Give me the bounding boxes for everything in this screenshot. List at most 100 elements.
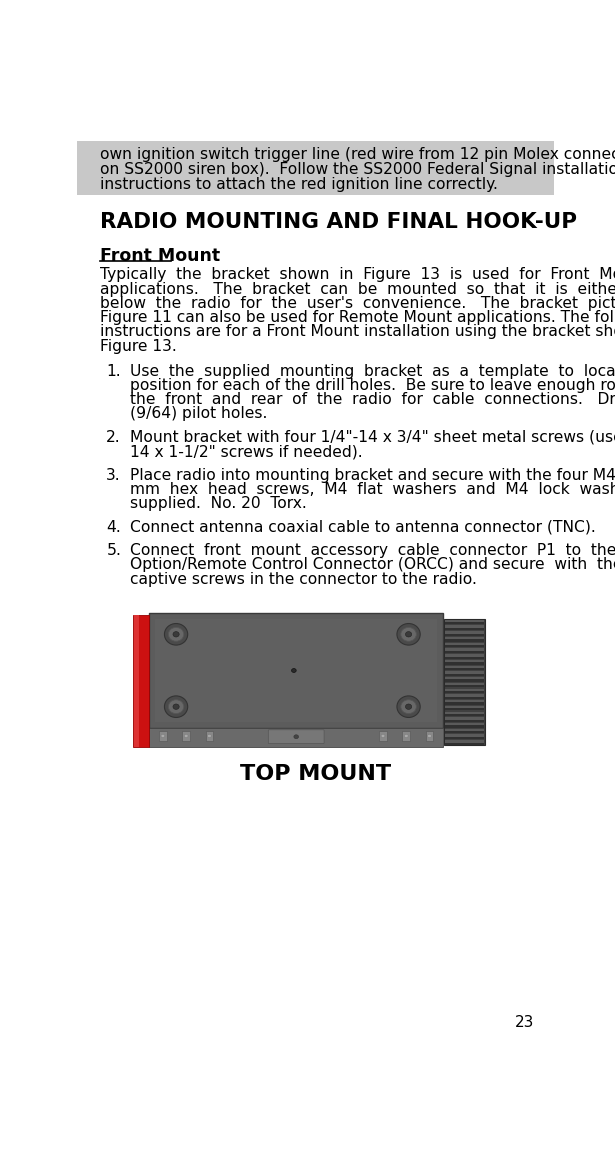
Ellipse shape: [184, 734, 188, 737]
Bar: [445, 717, 484, 721]
Ellipse shape: [207, 734, 212, 737]
Bar: [133, 615, 149, 747]
Bar: [445, 740, 484, 743]
Ellipse shape: [401, 700, 416, 714]
Text: supplied.  No. 20  Torx.: supplied. No. 20 Torx.: [130, 496, 306, 512]
Text: mm  hex  head  screws,  M4  flat  washers  and  M4  lock  washers: mm hex head screws, M4 flat washers and …: [130, 482, 615, 496]
Bar: [426, 731, 434, 741]
Bar: [444, 619, 485, 746]
Bar: [445, 656, 484, 659]
Bar: [445, 632, 484, 634]
Bar: [445, 671, 484, 675]
Text: Figure 11 can also be used for Remote Mount applications. The following: Figure 11 can also be used for Remote Mo…: [100, 310, 615, 325]
Ellipse shape: [161, 734, 165, 737]
Text: instructions are for a Front Mount installation using the bracket shown in: instructions are for a Front Mount insta…: [100, 325, 615, 340]
Bar: [445, 677, 484, 680]
Bar: [445, 634, 484, 636]
Ellipse shape: [397, 696, 420, 717]
Ellipse shape: [381, 734, 385, 737]
Bar: [445, 729, 484, 731]
Text: Connect  front  mount  accessory  cable  connector  P1  to  the: Connect front mount accessory cable conn…: [130, 543, 615, 559]
Ellipse shape: [169, 627, 184, 641]
Bar: [182, 731, 190, 741]
Bar: [445, 711, 484, 715]
Text: below  the  radio  for  the  user's  convenience.   The  bracket  pictured  in: below the radio for the user's convenien…: [100, 296, 615, 310]
Bar: [445, 644, 484, 647]
Bar: [77, 141, 554, 195]
Bar: [149, 728, 443, 747]
Bar: [445, 731, 484, 734]
Text: on SS2000 siren box).  Follow the SS2000 Federal Signal installation: on SS2000 siren box). Follow the SS2000 …: [100, 162, 615, 178]
Bar: [445, 706, 484, 709]
Ellipse shape: [173, 704, 179, 709]
Text: captive screws in the connector to the radio.: captive screws in the connector to the r…: [130, 572, 477, 587]
Text: RADIO MOUNTING AND FINAL HOOK-UP: RADIO MOUNTING AND FINAL HOOK-UP: [100, 212, 577, 232]
Bar: [445, 714, 484, 716]
Bar: [445, 640, 484, 642]
Text: 4.: 4.: [106, 520, 121, 535]
Bar: [445, 680, 484, 682]
Bar: [445, 668, 484, 670]
Bar: [445, 694, 484, 697]
Bar: [445, 650, 484, 653]
Ellipse shape: [173, 632, 179, 637]
Text: 3.: 3.: [106, 468, 121, 482]
Bar: [445, 648, 484, 652]
Text: 5.: 5.: [106, 543, 121, 559]
FancyBboxPatch shape: [268, 730, 324, 743]
Bar: [402, 731, 410, 741]
Ellipse shape: [169, 700, 184, 714]
Text: (9/64) pilot holes.: (9/64) pilot holes.: [130, 407, 267, 421]
Bar: [445, 620, 484, 623]
Text: Option/Remote Control Connector (ORCC) and secure  with  the  two: Option/Remote Control Connector (ORCC) a…: [130, 557, 615, 573]
Text: applications.   The  bracket  can  be  mounted  so  that  it  is  either  above : applications. The bracket can be mounted…: [100, 281, 615, 296]
Ellipse shape: [164, 696, 188, 717]
Bar: [445, 662, 484, 664]
Text: Place radio into mounting bracket and secure with the four M4 x 10: Place radio into mounting bracket and se…: [130, 468, 615, 482]
Bar: [445, 654, 484, 657]
Text: Use  the  supplied  mounting  bracket  as  a  template  to  locate  the: Use the supplied mounting bracket as a t…: [130, 363, 615, 379]
Text: Figure 13.: Figure 13.: [100, 339, 177, 354]
Bar: [445, 720, 484, 722]
Bar: [445, 637, 484, 640]
Ellipse shape: [405, 704, 411, 709]
Bar: [445, 726, 484, 728]
Bar: [445, 683, 484, 686]
Text: Typically  the  bracket  shown  in  Figure  13  is  used  for  Front  Mount: Typically the bracket shown in Figure 13…: [100, 267, 615, 282]
Ellipse shape: [294, 735, 298, 739]
Ellipse shape: [404, 734, 408, 737]
Ellipse shape: [164, 623, 188, 646]
Ellipse shape: [405, 632, 411, 637]
Text: the  front  and  rear  of  the  radio  for  cable  connections.   Drill  No.  27: the front and rear of the radio for cabl…: [130, 392, 615, 407]
Bar: [445, 622, 484, 624]
Bar: [445, 660, 484, 663]
Bar: [445, 742, 484, 744]
Bar: [149, 613, 443, 728]
Bar: [445, 626, 484, 628]
Bar: [445, 696, 484, 699]
Ellipse shape: [397, 623, 420, 646]
Text: TOP MOUNT: TOP MOUNT: [240, 763, 391, 783]
Bar: [134, 615, 139, 747]
Bar: [379, 731, 387, 741]
Bar: [445, 702, 484, 704]
Bar: [445, 674, 484, 676]
Ellipse shape: [401, 627, 416, 641]
Text: 2.: 2.: [106, 430, 121, 445]
Text: Connect antenna coaxial cable to antenna connector (TNC).: Connect antenna coaxial cable to antenna…: [130, 520, 595, 535]
Text: Mount bracket with four 1/4"-14 x 3/4" sheet metal screws (use 1/4"-: Mount bracket with four 1/4"-14 x 3/4" s…: [130, 430, 615, 445]
Text: Front Mount: Front Mount: [100, 247, 220, 266]
Bar: [445, 666, 484, 669]
Text: instructions to attach the red ignition line correctly.: instructions to attach the red ignition …: [100, 178, 498, 193]
Bar: [445, 628, 484, 630]
Text: own ignition switch trigger line (red wire from 12 pin Molex connector: own ignition switch trigger line (red wi…: [100, 147, 615, 162]
Text: position for each of the drill holes.  Be sure to leave enough room at: position for each of the drill holes. Be…: [130, 377, 615, 393]
Ellipse shape: [427, 734, 432, 737]
Text: 14 x 1-1/2" screws if needed).: 14 x 1-1/2" screws if needed).: [130, 445, 362, 459]
Ellipse shape: [292, 669, 296, 673]
Bar: [205, 731, 213, 741]
Bar: [155, 619, 437, 722]
Text: 23: 23: [515, 1015, 534, 1030]
Bar: [445, 686, 484, 688]
Bar: [159, 731, 167, 741]
